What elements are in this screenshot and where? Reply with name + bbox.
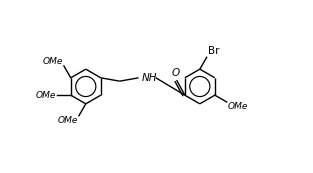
- Text: OMe: OMe: [228, 102, 249, 111]
- Text: OMe: OMe: [35, 91, 56, 100]
- Text: Br: Br: [208, 46, 219, 56]
- Text: NH: NH: [142, 73, 158, 83]
- Text: OMe: OMe: [57, 116, 78, 125]
- Text: OMe: OMe: [42, 57, 63, 66]
- Text: O: O: [172, 68, 180, 78]
